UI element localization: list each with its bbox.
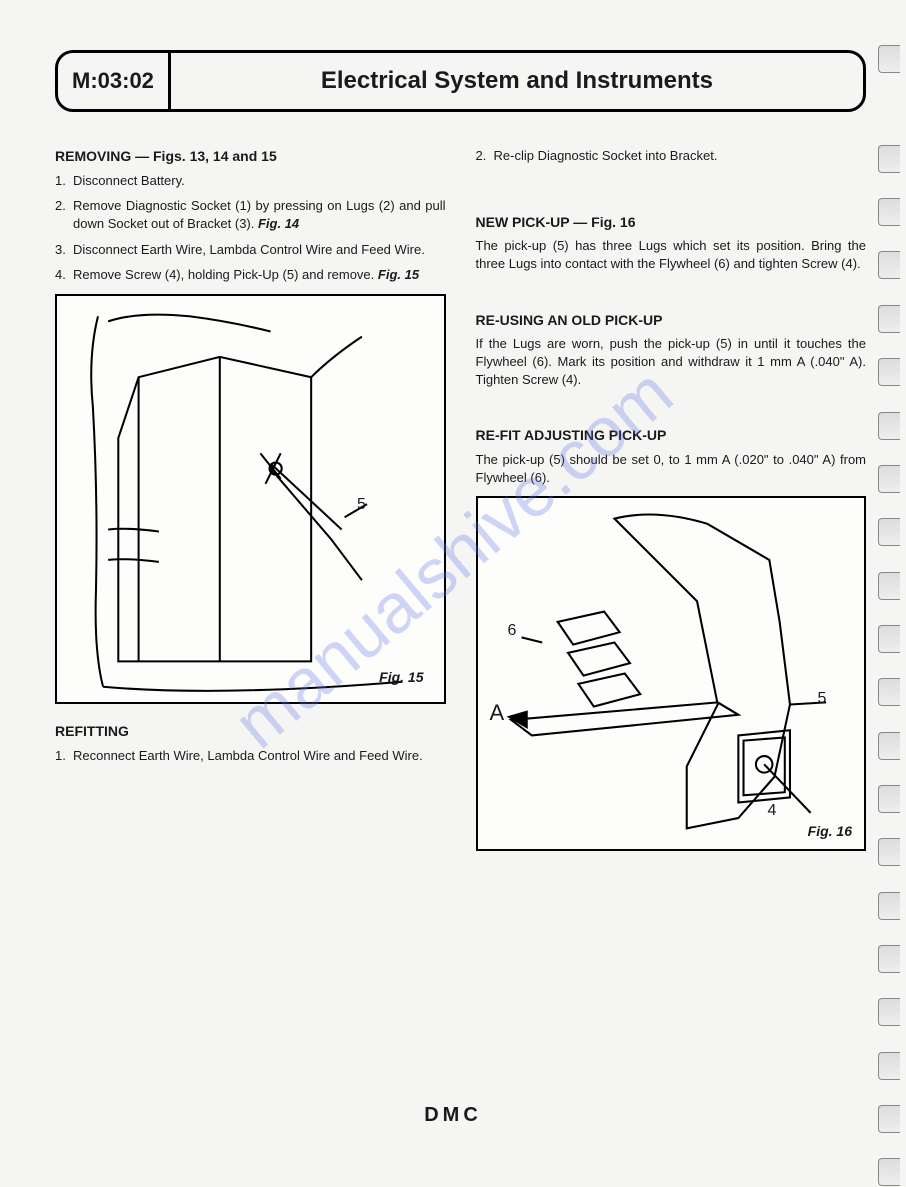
list-item: 1. Reconnect Earth Wire, Lambda Control … [55,747,446,765]
list-text: Reconnect Earth Wire, Lambda Control Wir… [73,747,423,765]
binder-tab [878,198,900,226]
binder-tab [878,625,900,653]
callout-5: 5 [818,688,827,710]
list-text: Disconnect Battery. [73,172,185,190]
figure-16: A 6 5 4 Fig. 16 [476,496,867,851]
list-item: 2. Re-clip Diagnostic Socket into Bracke… [476,147,867,165]
newpickup-body: The pick-up (5) has three Lugs which set… [476,237,867,272]
list-number: 4. [55,266,73,284]
list-text: Remove Screw (4), holding Pick-Up (5) an… [73,266,419,284]
binder-tab [878,518,900,546]
list-number: 3. [55,241,73,259]
figure-15-diagram [57,296,444,702]
list-text: Disconnect Earth Wire, Lambda Control Wi… [73,241,425,259]
reusing-body: If the Lugs are worn, push the pick-up (… [476,335,867,388]
binder-tab [878,1158,900,1186]
header-box: M:03:02 Electrical System and Instrument… [55,50,866,112]
list-text: Re-clip Diagnostic Socket into Bracket. [494,147,718,165]
removing-heading: REMOVING — Figs. 13, 14 and 15 [55,147,446,166]
binder-tab [878,412,900,440]
binder-tab [878,678,900,706]
list-item: 2. Remove Diagnostic Socket (1) by press… [55,197,446,232]
binder-tab [878,45,900,73]
binder-tab [878,251,900,279]
binder-tab [878,732,900,760]
binder-tab [878,358,900,386]
refit-heading: RE-FIT ADJUSTING PICK-UP [476,426,867,445]
binder-tab [878,945,900,973]
newpickup-heading: NEW PICK-UP — Fig. 16 [476,213,867,232]
figure-16-diagram [478,498,865,849]
list-number: 1. [55,172,73,190]
refitting-heading: REFITTING [55,722,446,741]
reusing-heading: RE-USING AN OLD PICK-UP [476,311,867,330]
list-item: 4. Remove Screw (4), holding Pick-Up (5)… [55,266,446,284]
left-column: REMOVING — Figs. 13, 14 and 15 1. Discon… [55,147,446,869]
list-number: 2. [476,147,494,165]
binder-tab [878,838,900,866]
list-item: 3. Disconnect Earth Wire, Lambda Control… [55,241,446,259]
list-number: 2. [55,197,73,232]
binder-tab [878,892,900,920]
binder-tab [878,145,900,173]
callout-6: 6 [508,620,517,642]
binder-tab [878,465,900,493]
section-title: Electrical System and Instruments [171,53,863,109]
list-item: 1. Disconnect Battery. [55,172,446,190]
binder-tab [878,1052,900,1080]
list-number: 1. [55,747,73,765]
binder-tab [878,305,900,333]
figure-15: 5 Fig. 15 [55,294,446,704]
section-code: M:03:02 [58,53,171,109]
callout-A: A [490,698,505,728]
binder-tab [878,785,900,813]
figure-16-caption: Fig. 16 [808,822,852,841]
callout-5: 5 [357,494,366,516]
right-column: 2. Re-clip Diagnostic Socket into Bracke… [476,147,867,869]
list-text: Remove Diagnostic Socket (1) by pressing… [73,197,446,232]
binder-tab [878,998,900,1026]
refit-body: The pick-up (5) should be set 0, to 1 mm… [476,451,867,486]
content-columns: REMOVING — Figs. 13, 14 and 15 1. Discon… [55,147,866,869]
binder-tab [878,572,900,600]
callout-4: 4 [768,800,777,822]
figure-15-caption: Fig. 15 [379,668,423,687]
footer-logo: DMC [424,1104,482,1127]
binder-tab [878,1105,900,1133]
